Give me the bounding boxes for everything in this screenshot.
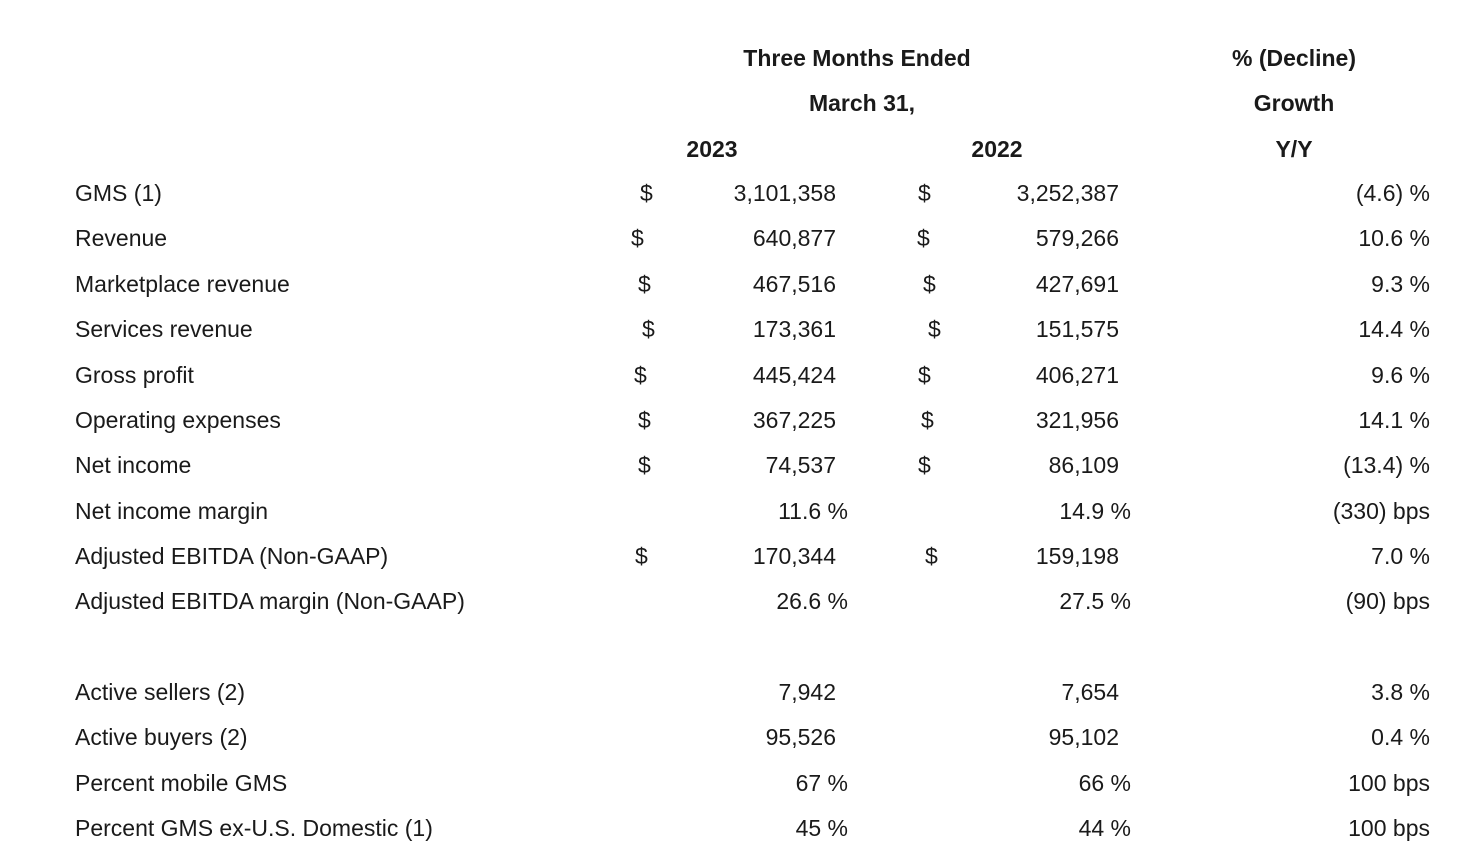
value-2022: 579,266: [1035, 225, 1119, 251]
row-label: Revenue: [75, 225, 168, 251]
value-2022: 3,252,387: [1016, 180, 1119, 206]
currency-symbol: $: [918, 362, 931, 388]
currency-symbol: $: [925, 543, 938, 569]
value-2023: 95,526: [765, 724, 836, 750]
currency-symbol: $: [638, 452, 651, 478]
currency-symbol: $: [638, 271, 651, 297]
row-label: Percent mobile GMS: [75, 770, 288, 796]
table-row: Adjusted EBITDA (Non-GAAP) $ 170,344 $ 1…: [0, 541, 1484, 571]
value-2022: 44 %: [1078, 815, 1131, 841]
currency-symbol: $: [634, 362, 647, 388]
growth-value: (4.6) %: [1355, 180, 1430, 206]
year-prior-header: 2022: [971, 136, 1023, 162]
currency-symbol: $: [923, 271, 936, 297]
value-2022: 159,198: [1035, 543, 1119, 569]
year-current-header: 2023: [686, 136, 738, 162]
value-2023: 170,344: [752, 543, 836, 569]
value-2023: 173,361: [752, 316, 836, 342]
currency-symbol: $: [921, 407, 934, 433]
growth-value: 0.4 %: [1371, 724, 1430, 750]
value-2023: 26.6 %: [776, 588, 848, 614]
growth-value: 14.1 %: [1358, 407, 1430, 433]
growth-value: 100 bps: [1348, 815, 1430, 841]
growth-value: 9.3 %: [1371, 271, 1430, 297]
table-row: Operating expenses $ 367,225 $ 321,956 1…: [0, 405, 1484, 435]
growth-value: (13.4) %: [1343, 452, 1430, 478]
row-label: Net income: [75, 452, 192, 478]
table-row: Active sellers (2) 7,942 7,654 3.8 %: [0, 677, 1484, 707]
currency-symbol: $: [638, 407, 651, 433]
row-label: Marketplace revenue: [75, 271, 290, 297]
row-label: Adjusted EBITDA margin (Non-GAAP): [75, 588, 465, 614]
value-2022: 151,575: [1035, 316, 1119, 342]
table-row: Adjusted EBITDA margin (Non-GAAP) 26.6 %…: [0, 586, 1484, 616]
value-2022: 27.5 %: [1059, 588, 1131, 614]
table-row: GMS (1) $ 3,101,358 $ 3,252,387 (4.6) %: [0, 178, 1484, 208]
period-header-line2: March 31,: [808, 90, 916, 116]
row-label: Adjusted EBITDA (Non-GAAP): [75, 543, 389, 569]
currency-symbol: $: [640, 180, 653, 206]
table-row: Percent mobile GMS 67 % 66 % 100 bps: [0, 768, 1484, 798]
row-label: Net income margin: [75, 498, 269, 524]
currency-symbol: $: [642, 316, 655, 342]
row-label: Active sellers (2): [75, 679, 245, 705]
value-2023: 467,516: [752, 271, 836, 297]
row-label: Percent GMS ex-U.S. Domestic (1): [75, 815, 433, 841]
growth-value: 7.0 %: [1371, 543, 1430, 569]
currency-symbol: $: [918, 452, 931, 478]
growth-value: (90) bps: [1345, 588, 1430, 614]
growth-value: 9.6 %: [1371, 362, 1430, 388]
value-2023: 7,942: [778, 679, 836, 705]
value-2023: 67 %: [795, 770, 848, 796]
growth-value: 14.4 %: [1358, 316, 1430, 342]
growth-header-line3: Y/Y: [1275, 136, 1313, 162]
growth-value: 3.8 %: [1371, 679, 1430, 705]
row-label: Operating expenses: [75, 407, 281, 433]
currency-symbol: $: [631, 225, 644, 251]
currency-symbol: $: [928, 316, 941, 342]
table-row: Revenue $ 640,877 $ 579,266 10.6 %: [0, 223, 1484, 253]
growth-value: 10.6 %: [1358, 225, 1430, 251]
value-2023: 367,225: [752, 407, 836, 433]
table-row: Marketplace revenue $ 467,516 $ 427,691 …: [0, 269, 1484, 299]
table-row: Net income $ 74,537 $ 86,109 (13.4) %: [0, 450, 1484, 480]
table-row: Percent GMS ex-U.S. Domestic (1) 45 % 44…: [0, 813, 1484, 843]
table-row: Active buyers (2) 95,526 95,102 0.4 %: [0, 722, 1484, 752]
value-2022: 406,271: [1035, 362, 1119, 388]
growth-header-line1: % (Decline): [1232, 45, 1356, 71]
growth-value: (330) bps: [1332, 498, 1430, 524]
value-2022: 14.9 %: [1059, 498, 1131, 524]
row-label: Services revenue: [75, 316, 253, 342]
value-2022: 7,654: [1061, 679, 1119, 705]
value-2023: 74,537: [765, 452, 836, 478]
value-2022: 321,956: [1035, 407, 1119, 433]
value-2023: 45 %: [795, 815, 848, 841]
value-2023: 11.6 %: [778, 498, 848, 524]
currency-symbol: $: [917, 225, 930, 251]
row-label: GMS (1): [75, 180, 162, 206]
value-2023: 3,101,358: [733, 180, 836, 206]
growth-header-line2: Growth: [1253, 90, 1335, 116]
value-2022: 66 %: [1078, 770, 1131, 796]
period-header-line1: Three Months Ended: [743, 45, 971, 71]
currency-symbol: $: [918, 180, 931, 206]
row-label: Gross profit: [75, 362, 194, 388]
value-2022: 427,691: [1035, 271, 1119, 297]
value-2022: 86,109: [1048, 452, 1119, 478]
value-2022: 95,102: [1048, 724, 1119, 750]
growth-value: 100 bps: [1348, 770, 1430, 796]
currency-symbol: $: [635, 543, 648, 569]
value-2023: 640,877: [752, 225, 836, 251]
table-row: Net income margin 11.6 % 14.9 % (330) bp…: [0, 496, 1484, 526]
table-row: Services revenue $ 173,361 $ 151,575 14.…: [0, 314, 1484, 344]
table-row: Gross profit $ 445,424 $ 406,271 9.6 %: [0, 360, 1484, 390]
value-2023: 445,424: [752, 362, 836, 388]
row-label: Active buyers (2): [75, 724, 248, 750]
